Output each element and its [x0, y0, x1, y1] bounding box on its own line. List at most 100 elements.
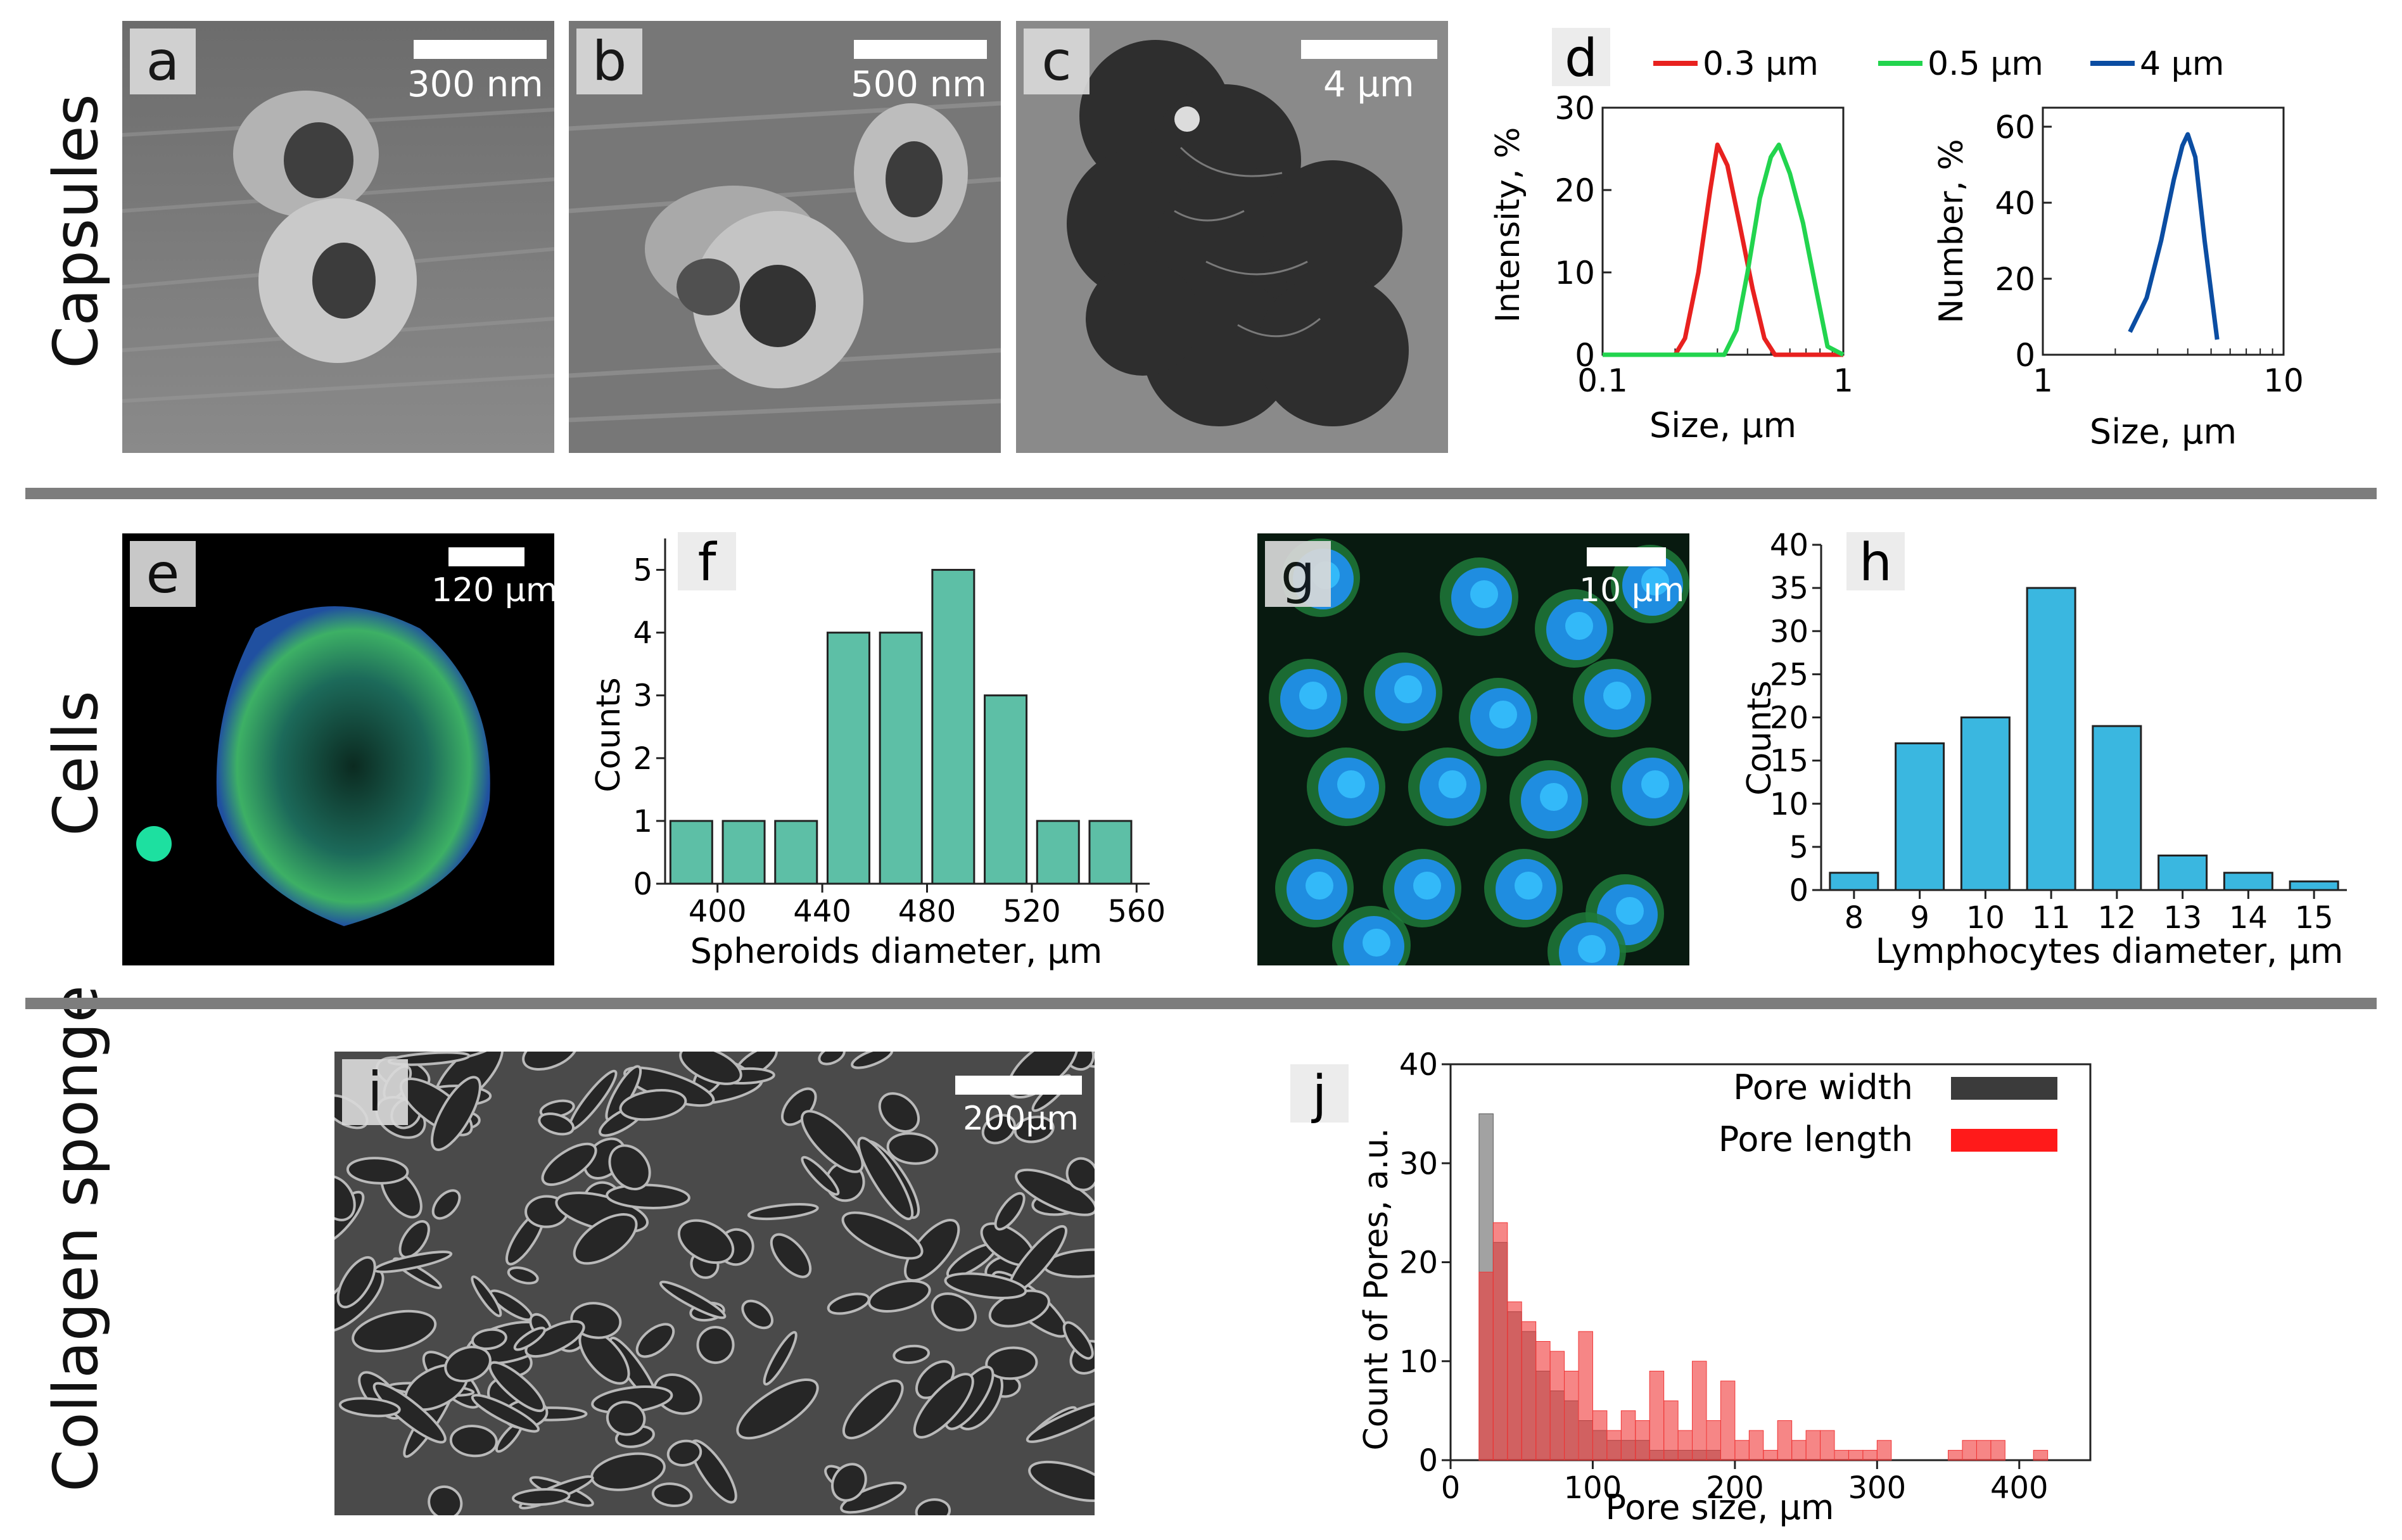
j-bar-length — [1876, 1440, 1892, 1461]
j-ytick-label: 10 — [1399, 1344, 1438, 1380]
separator-top — [25, 488, 2377, 499]
xlabel-h: Lymphocytes diameter, μm — [1876, 931, 2344, 971]
panel-letter-c: c — [1024, 29, 1090, 94]
xlabel-d-left: Size, μm — [1649, 405, 1796, 445]
scale-bar-c — [1301, 40, 1437, 59]
scale-bar-i — [955, 1076, 1082, 1095]
j-bar-length — [2033, 1449, 2049, 1461]
panel-g-fluorescence-image: g 10 μm — [1257, 533, 1689, 965]
scale-bar-a — [414, 40, 547, 59]
j-bar-length — [1848, 1449, 1864, 1461]
f-xtick-label: 400 — [689, 894, 747, 929]
f-bar — [669, 820, 713, 885]
h-ytick-label: 35 — [1770, 571, 1808, 606]
j-ytick-label: 30 — [1399, 1146, 1438, 1181]
h-bar — [2289, 880, 2339, 891]
j-bar-length — [1649, 1370, 1665, 1461]
scale-bar-g — [1587, 547, 1666, 566]
plot-d-right: 0 20 40 60 1 10 Number, % Size, μm — [1933, 106, 2304, 452]
row-label-capsules: Capsules — [41, 94, 111, 369]
d-left-xtick-label: 0.1 — [1577, 362, 1628, 399]
panel-letter-d: d — [1565, 29, 1598, 89]
f-bar — [774, 820, 818, 885]
h-xtick-label: 9 — [1910, 900, 1929, 936]
h-ytick-label: 15 — [1770, 744, 1808, 779]
d-right-ytick-label: 60 — [1995, 109, 2035, 146]
j-bar-length — [1834, 1449, 1849, 1461]
scale-bar-b — [854, 40, 987, 59]
j-xtick-label: 400 — [1990, 1470, 2049, 1506]
h-xtick-label: 15 — [2295, 900, 2334, 936]
h-bar — [1829, 872, 1879, 891]
f-xtick-label: 480 — [898, 894, 956, 929]
ylabel-f: Counts — [590, 677, 628, 792]
f-xtick-label: 520 — [1003, 894, 1061, 929]
j-bar-length — [1820, 1430, 1835, 1461]
j-bar-length — [1990, 1440, 2005, 1461]
d-right-xtick-label: 10 — [2263, 362, 2304, 399]
h-xtick-label: 12 — [2097, 900, 2136, 936]
j-bar-length — [1677, 1430, 1693, 1461]
j-bar-length — [1734, 1440, 1750, 1461]
h-ytick-label: 20 — [1770, 701, 1808, 736]
f-bar — [721, 820, 766, 885]
sem-image-i — [334, 1052, 1095, 1515]
d-right-xtick-label: 1 — [2033, 362, 2053, 399]
h-xtick-label: 14 — [2229, 900, 2268, 936]
xlabel-d-right: Size, μm — [2090, 412, 2237, 452]
legend-j: Pore width Pore length — [1719, 1067, 2057, 1159]
f-bar — [1088, 820, 1133, 885]
h-ytick-label: 30 — [1770, 614, 1808, 649]
scale-label-e: 120 μm — [431, 571, 554, 609]
h-bar — [1895, 742, 1945, 891]
legend-label-4: 4 μm — [2140, 45, 2224, 83]
panel-letter-b: b — [576, 29, 642, 94]
h-xtick-label: 11 — [2032, 900, 2071, 936]
h-bar — [2092, 725, 2142, 891]
f-xtick-label: 560 — [1108, 894, 1166, 929]
panel-e-fluorescence-image: e 120 μm — [122, 533, 554, 965]
h-bar — [1960, 716, 2011, 891]
d-left-ytick-label: 30 — [1554, 90, 1595, 127]
j-bar-length — [1692, 1361, 1707, 1461]
f-bar — [931, 569, 975, 885]
h-ytick-label: 10 — [1770, 787, 1808, 822]
panel-c-sem-image: c 4 μm — [1016, 21, 1448, 453]
j-xtick-label: 100 — [1564, 1470, 1622, 1506]
j-bar-length — [1578, 1331, 1593, 1461]
f-ytick-label: 5 — [633, 553, 652, 589]
scale-label-c: 4 μm — [1323, 64, 1414, 105]
j-bar-length — [1777, 1420, 1793, 1461]
j-ytick-label: 40 — [1399, 1047, 1438, 1083]
j-bar-length — [1962, 1440, 1977, 1461]
d-right-ytick-label: 40 — [1995, 185, 2035, 222]
f-xtick-label: 440 — [793, 894, 851, 929]
j-bar-length — [1720, 1380, 1736, 1461]
d-left-ytick-label: 20 — [1554, 172, 1595, 209]
legend-label-0-3: 0.3 μm — [1703, 45, 1819, 83]
j-bar-length — [1663, 1400, 1679, 1461]
f-ytick-label: 4 — [633, 616, 652, 651]
h-xtick-label: 13 — [2163, 900, 2202, 936]
h-ytick-label: 0 — [1789, 873, 1808, 908]
j-bar-length — [1564, 1370, 1579, 1461]
fluorescence-image-g — [1269, 538, 1689, 965]
j-bar-length — [1507, 1301, 1522, 1461]
d-left-series-line-0 — [1603, 143, 1843, 357]
h-ytick-label: 40 — [1770, 528, 1808, 563]
ylabel-d-right: Number, % — [1933, 139, 1971, 323]
d-right-series-line-0 — [2128, 132, 2220, 340]
xlabel-f: Spheroids diameter, μm — [690, 931, 1103, 971]
j-bar-length — [1635, 1420, 1650, 1461]
j-bar-length — [1706, 1420, 1721, 1461]
h-xtick-label: 8 — [1845, 900, 1864, 936]
panel-b-sem-image: b 500 nm — [569, 21, 1001, 453]
panel-letter-f: f — [698, 533, 718, 593]
scale-label-i: 200μm — [963, 1100, 1079, 1138]
j-xtick-label: 0 — [1441, 1470, 1461, 1506]
sem-image-c — [1016, 21, 1448, 453]
j-bar-length — [1620, 1410, 1636, 1461]
j-bar-length — [1748, 1430, 1764, 1461]
